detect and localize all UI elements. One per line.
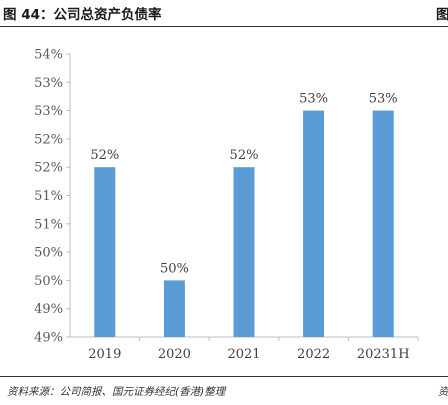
y-tick-label: 51%: [34, 189, 63, 204]
y-tick-label: 54%: [34, 48, 63, 63]
title-bar: 图 44：公司总资产负债率 图: [0, 0, 448, 27]
bar: [233, 167, 255, 337]
bar: [372, 110, 394, 337]
x-tick-label: 2020: [158, 347, 191, 362]
bar: [163, 280, 185, 337]
y-tick-label: 50%: [34, 246, 63, 261]
bar: [94, 167, 116, 337]
x-tick-label: 20231H: [357, 347, 410, 362]
y-tick-label: 52%: [34, 161, 63, 176]
next-figure-title-cut: 图: [436, 7, 448, 23]
y-tick-label: 49%: [34, 331, 63, 346]
y-tick-label: 49%: [34, 302, 63, 317]
y-tick-label: 51%: [34, 217, 63, 232]
data-label: 52%: [90, 148, 119, 163]
y-tick-label: 50%: [34, 274, 63, 289]
chart-area: 49% 49% 50% 50% 51% 51% 52% 52% 53% 53% 54% 52% 2019…: [0, 28, 448, 368]
next-source-cut: 资: [438, 386, 448, 398]
y-tick-label: 53%: [34, 104, 63, 119]
data-label: 53%: [299, 92, 328, 107]
source-note: 资料来源：公司简报、国元证券经纪(香港)整理: [7, 386, 226, 398]
footer-bar: 资料来源：公司简报、国元证券经纪(香港)整理 资: [0, 376, 448, 405]
y-tick-label: 52%: [34, 132, 63, 147]
data-label: 50%: [160, 261, 189, 276]
x-tick-label: 2019: [88, 347, 121, 362]
data-label: 52%: [230, 148, 259, 163]
data-label: 53%: [369, 92, 398, 107]
bar-chart: 49% 49% 50% 50% 51% 51% 52% 52% 53% 53% 54% 52% 2019…: [34, 48, 419, 362]
x-tick-label: 2021: [227, 347, 260, 362]
y-tick-label: 53%: [34, 76, 63, 91]
bar: [303, 110, 325, 337]
x-tick-label: 2022: [297, 347, 330, 362]
figure-title: 图 44：公司总资产负债率: [3, 7, 162, 23]
